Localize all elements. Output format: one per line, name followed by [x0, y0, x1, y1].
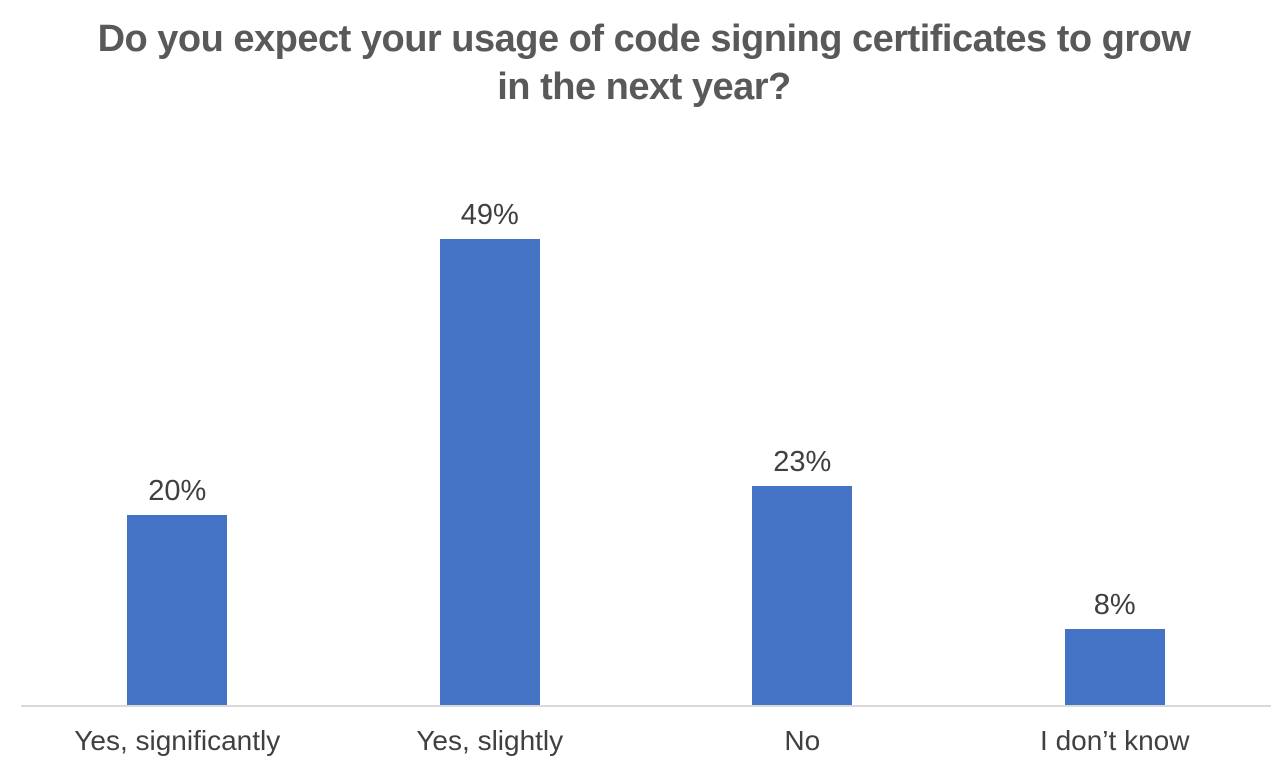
data-label: 23% [773, 446, 832, 478]
x-axis-line [21, 705, 1271, 707]
bar-group: 49% [334, 0, 647, 705]
bar [752, 486, 853, 705]
bar [439, 239, 540, 705]
bar-group: 8% [959, 0, 1272, 705]
category-label: No [784, 725, 821, 756]
bar [1064, 629, 1165, 705]
category-label: I don’t know [1040, 725, 1190, 756]
bar-group: 20% [21, 0, 334, 705]
data-label: 20% [148, 475, 207, 507]
bar-group: 23% [646, 0, 959, 705]
chart-title: Do you expect your usage of code signing… [97, 18, 1191, 108]
data-label: 8% [1093, 589, 1136, 621]
category-label: Yes, significantly [74, 725, 281, 756]
data-label: 49% [460, 199, 519, 231]
plot-area: 20% 49% 23% 8% [21, 0, 1271, 705]
bar [127, 515, 228, 705]
x-axis-category-row: Yes, significantly Yes, slightly No I don’t… [21, 725, 1271, 757]
category-label: Yes, slightly [416, 725, 564, 756]
